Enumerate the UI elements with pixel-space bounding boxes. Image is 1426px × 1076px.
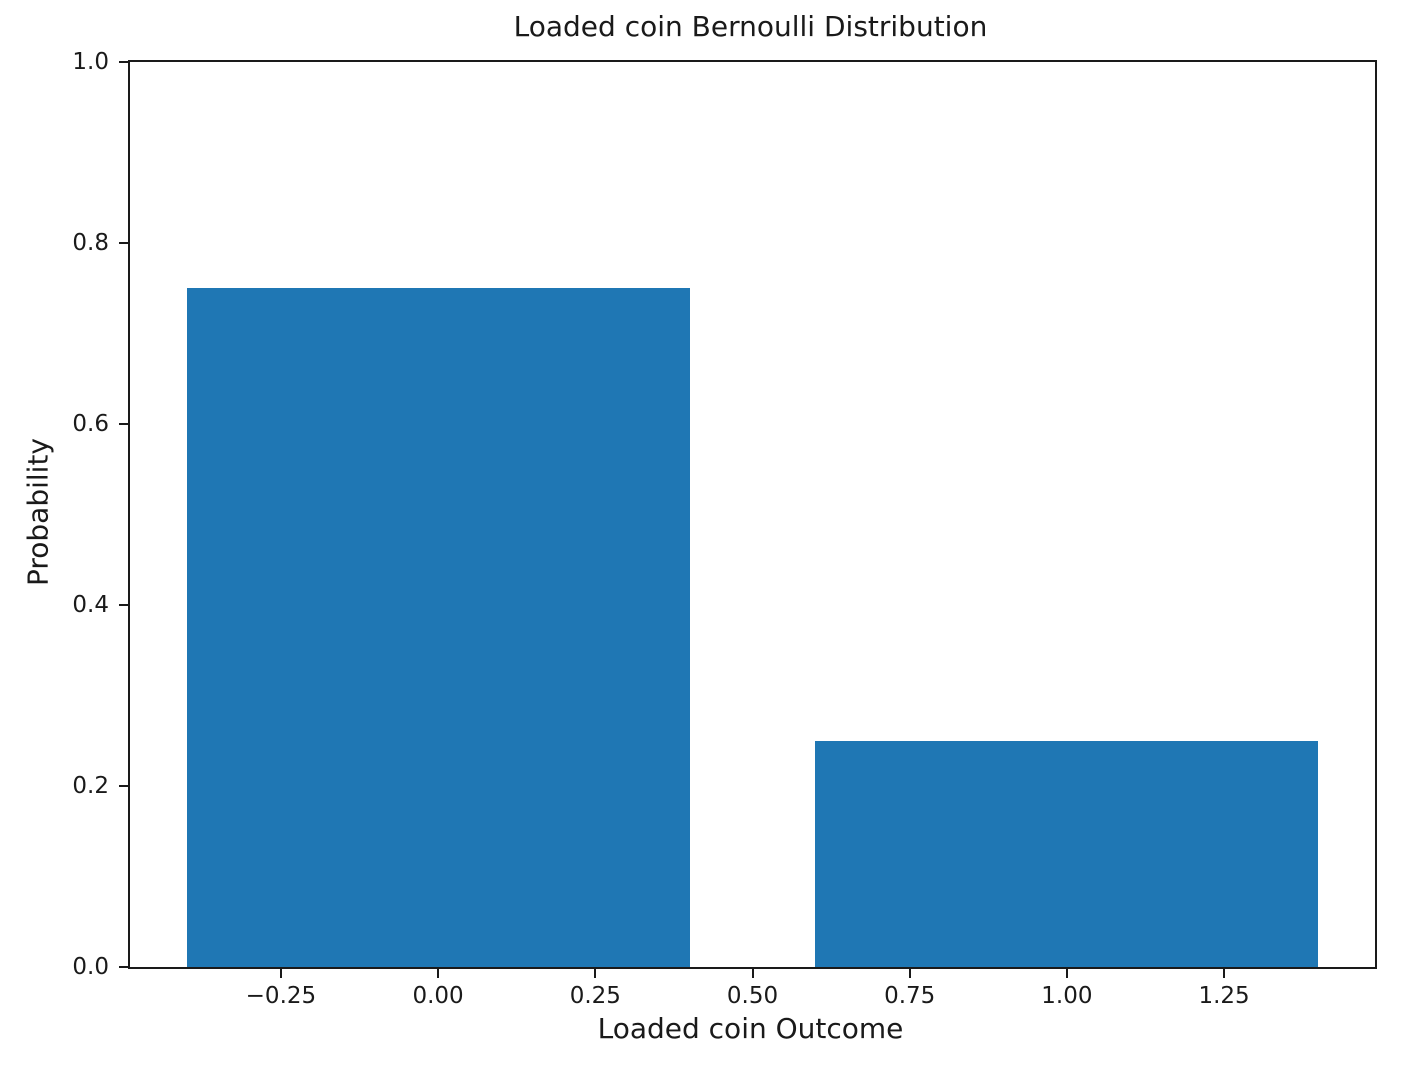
- x-tick: [437, 969, 440, 978]
- y-axis-label: Probability: [21, 437, 55, 587]
- y-tick-label: 0.8: [72, 230, 109, 256]
- y-tick: [119, 242, 128, 244]
- y-tick: [119, 785, 128, 787]
- x-tick: [1065, 969, 1068, 978]
- y-tick: [119, 604, 128, 606]
- plot-area: [128, 60, 1377, 969]
- x-tick-label: 0.00: [412, 983, 464, 1009]
- x-tick: [908, 969, 911, 978]
- y-tick-label: 0.0: [72, 954, 109, 980]
- x-tick-label: 0.75: [884, 983, 936, 1009]
- x-tick-label: 0.50: [726, 983, 779, 1009]
- y-tick-label: 1.0: [72, 49, 109, 75]
- x-tick-label: −0.25: [245, 983, 317, 1009]
- x-tick: [751, 969, 754, 978]
- y-tick: [119, 966, 128, 968]
- x-tick: [1223, 969, 1226, 978]
- y-tick-label: 0.4: [72, 592, 109, 618]
- y-tick-label: 0.2: [72, 773, 109, 799]
- x-tick-label: 1.25: [1198, 983, 1250, 1009]
- y-tick: [119, 423, 128, 425]
- x-tick-label: 0.25: [569, 983, 621, 1009]
- x-axis-label: Loaded coin Outcome: [597, 1012, 904, 1045]
- bar: [186, 288, 690, 967]
- chart-title: Loaded coin Bernoulli Distribution: [513, 10, 988, 43]
- y-tick-label: 0.6: [72, 411, 109, 437]
- x-tick: [279, 969, 282, 978]
- y-tick: [119, 61, 128, 63]
- bar: [815, 740, 1319, 967]
- x-tick: [594, 969, 597, 978]
- x-tick-label: 1.00: [1041, 983, 1093, 1009]
